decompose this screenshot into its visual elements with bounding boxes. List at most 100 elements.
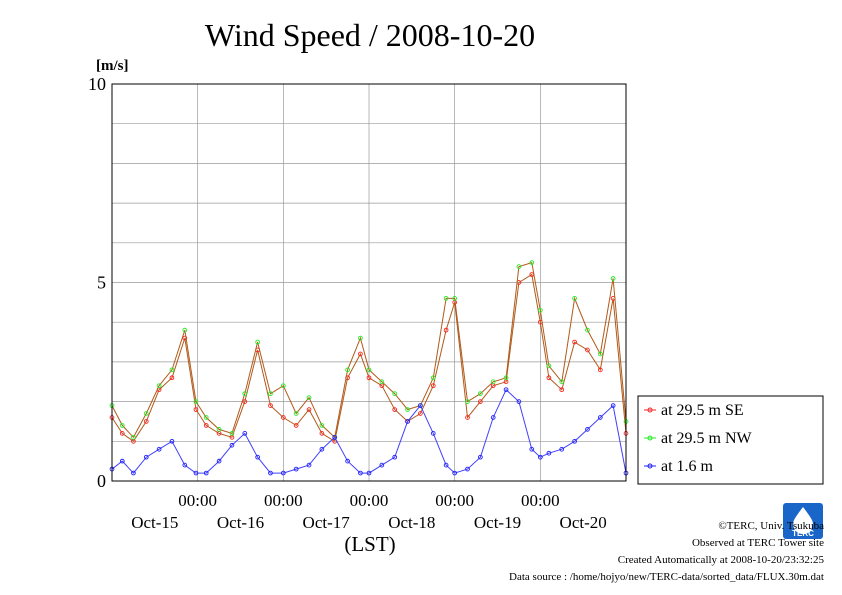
data-point <box>537 454 543 460</box>
data-point <box>131 434 136 440</box>
data-point <box>443 327 449 333</box>
data-point <box>293 423 299 428</box>
observed-text: Observed at TERC Tower site <box>691 537 824 549</box>
legend-label: at 1.6 m <box>661 458 714 475</box>
series-line <box>111 273 627 443</box>
data-point <box>182 327 188 333</box>
data-point <box>143 419 149 424</box>
data-point <box>478 454 483 460</box>
data-point <box>156 383 162 389</box>
legend-box <box>637 395 824 485</box>
data-point <box>345 458 350 464</box>
data-point <box>366 375 372 381</box>
data-point <box>306 407 312 412</box>
y-axis-unit: [m/s] <box>96 58 129 74</box>
data-point <box>529 260 535 265</box>
data-point <box>306 395 312 400</box>
data-point <box>546 450 552 456</box>
data-point <box>597 351 603 357</box>
data-point <box>319 446 325 452</box>
data-point <box>169 375 175 381</box>
data-point <box>156 446 162 452</box>
data-point <box>610 276 616 281</box>
series-line <box>111 261 627 439</box>
x-date-label: Oct-20 <box>560 513 607 532</box>
data-point <box>131 470 136 476</box>
legend: at 29.5 m SE at 29.5 m NW at 1.6 m <box>637 395 824 485</box>
x-date-label: Oct-17 <box>303 513 351 532</box>
legend-swatch-marker <box>647 435 653 441</box>
data-point <box>529 446 535 452</box>
data-point <box>572 438 577 444</box>
x-time-label: 00:00 <box>435 491 474 510</box>
data-point <box>216 458 222 464</box>
x-date-label: Oct-19 <box>474 513 521 532</box>
data-point <box>490 379 496 385</box>
data-point <box>193 407 199 412</box>
data-point <box>182 462 188 468</box>
data-point <box>119 458 125 464</box>
data-point <box>255 454 260 460</box>
data-point <box>306 462 312 468</box>
data-point <box>478 399 483 404</box>
data-point <box>319 431 325 436</box>
data-point <box>418 411 423 416</box>
x-date-label: Oct-15 <box>131 513 178 532</box>
data-point <box>465 466 470 472</box>
water-drop-icon <box>793 507 813 534</box>
data-point <box>537 307 543 313</box>
data-point <box>585 327 590 333</box>
data-point <box>405 419 410 424</box>
data-point <box>430 375 436 381</box>
data-point <box>280 415 286 420</box>
data-point <box>478 391 483 397</box>
x-axis-label: (LST) <box>344 532 395 556</box>
legend-label: at 29.5 m SE <box>661 402 744 419</box>
data-point <box>203 470 209 476</box>
y-tick-labels: 0 5 10 <box>88 74 106 491</box>
data-point <box>268 470 273 476</box>
data-point <box>546 375 552 381</box>
data-point <box>418 403 423 408</box>
data-point <box>242 391 248 397</box>
copyright-text: ©TERC, Univ. Tsukuba <box>718 520 824 532</box>
data-point <box>280 470 286 476</box>
data-point <box>392 407 398 412</box>
data-point <box>203 415 209 420</box>
series-2 <box>109 387 629 476</box>
data-point <box>143 454 149 460</box>
data-point <box>203 423 209 428</box>
data-point <box>585 427 590 432</box>
data-point <box>268 391 273 397</box>
x-time-label: 00:00 <box>264 491 303 510</box>
x-date-label: Oct-16 <box>217 513 264 532</box>
data-point <box>430 383 436 389</box>
series-line <box>111 388 627 474</box>
data-point <box>452 470 458 476</box>
data-point <box>293 466 299 472</box>
data-point <box>193 399 199 404</box>
plot-frame <box>111 83 627 482</box>
data-point <box>293 411 299 416</box>
data-point <box>546 363 552 369</box>
data-point <box>430 431 436 436</box>
terc-logo: TERC <box>783 503 823 539</box>
series-0 <box>109 272 629 444</box>
x-time-label: 00:00 <box>178 491 217 510</box>
x-time-label: 00:00 <box>350 491 389 510</box>
data-point <box>345 367 350 373</box>
data-point <box>379 462 385 468</box>
data-point <box>597 367 603 373</box>
data-point <box>119 423 125 428</box>
data-point <box>242 399 248 404</box>
chart-title: Wind Speed / 2008-10-20 <box>205 17 535 53</box>
data-point <box>255 339 260 345</box>
data-point <box>169 367 175 373</box>
data-point <box>572 339 577 345</box>
data-point <box>392 391 398 397</box>
data-point <box>332 434 338 440</box>
x-date-label: Oct-18 <box>388 513 435 532</box>
created-text: Created Automatically at 2008-10-20/23:3… <box>617 554 824 566</box>
data-point <box>503 375 509 381</box>
